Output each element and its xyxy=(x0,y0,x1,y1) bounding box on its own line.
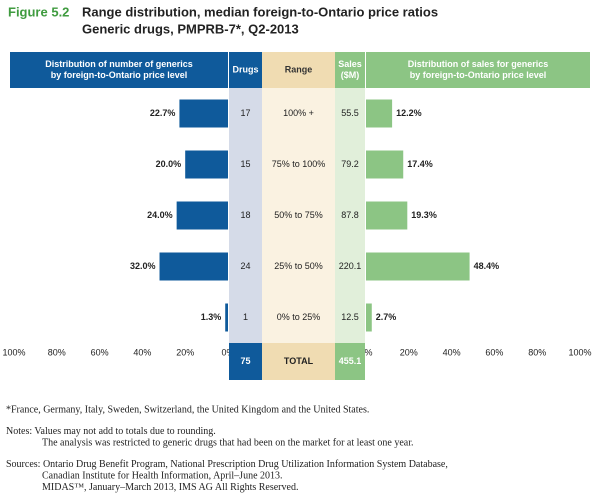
sales-header-bg xyxy=(335,52,365,88)
figure-label: Figure 5.2 xyxy=(8,4,69,19)
sales-cell: 220.1 xyxy=(339,261,362,271)
left-bar xyxy=(159,252,228,281)
right-tick-label: 80% xyxy=(528,347,546,357)
range-cell: 100% + xyxy=(283,108,314,118)
drugs-cell: 17 xyxy=(240,108,250,118)
drugs-total: 75 xyxy=(240,356,250,366)
footnote: Canadian Institute for Health Informatio… xyxy=(42,470,283,481)
sales-total: 455.1 xyxy=(339,356,362,366)
left-tick-label: 0% xyxy=(221,347,234,357)
range-total: TOTAL xyxy=(284,356,314,366)
footnote: The analysis was restricted to generic d… xyxy=(42,437,414,448)
drugs-cell: 1 xyxy=(243,312,248,322)
left-tick-label: 60% xyxy=(91,347,109,357)
footnote: *France, Germany, Italy, Sweden, Switzer… xyxy=(6,404,369,415)
left-value-label: 32.0% xyxy=(130,261,156,271)
right-tick-label: 40% xyxy=(443,347,461,357)
sales-header: ($M) xyxy=(341,70,360,80)
right-header: by foreign-to-Ontario price level xyxy=(410,70,547,80)
left-value-label: 22.7% xyxy=(150,108,176,118)
range-cell: 25% to 50% xyxy=(274,261,323,271)
left-value-label: 1.3% xyxy=(201,312,222,322)
right-value-label: 17.4% xyxy=(407,159,433,169)
drugs-column xyxy=(229,88,262,343)
right-value-label: 19.3% xyxy=(411,210,437,220)
footnote: MIDAS™, January–March 2013, IMS AG All R… xyxy=(42,482,298,493)
left-tick-label: 40% xyxy=(133,347,151,357)
sales-column xyxy=(335,88,365,343)
drugs-header: Drugs xyxy=(232,64,258,74)
range-column xyxy=(262,88,335,343)
left-bar xyxy=(225,303,228,332)
sales-total-bg xyxy=(335,343,365,380)
drugs-cell: 18 xyxy=(240,210,250,220)
left-tick-label: 20% xyxy=(176,347,194,357)
right-tick-label: 20% xyxy=(400,347,418,357)
footnote: Notes: Values may not add to totals due … xyxy=(6,426,216,437)
left-header: Distribution of number of generics xyxy=(45,59,193,69)
drugs-cell: 24 xyxy=(240,261,250,271)
right-tick-label: 100% xyxy=(568,347,591,357)
right-value-label: 48.4% xyxy=(474,261,500,271)
left-header: by foreign-to-Ontario price level xyxy=(51,70,188,80)
right-bar xyxy=(366,99,393,128)
range-header: Range xyxy=(285,64,313,74)
sales-cell: 12.5 xyxy=(341,312,359,322)
range-cell: 75% to 100% xyxy=(272,159,326,169)
left-tick-label: 80% xyxy=(48,347,66,357)
range-cell: 50% to 75% xyxy=(274,210,323,220)
left-bar xyxy=(185,150,228,179)
right-bar xyxy=(366,201,408,230)
range-header-bg xyxy=(262,52,335,88)
right-bar xyxy=(366,150,404,179)
right-bar xyxy=(366,252,470,281)
right-bar xyxy=(366,303,372,332)
right-tick-label: 0% xyxy=(359,347,372,357)
sales-cell: 87.8 xyxy=(341,210,359,220)
right-header-bg xyxy=(366,52,590,88)
right-tick-label: 60% xyxy=(485,347,503,357)
left-tick-label: 100% xyxy=(2,347,25,357)
sales-cell: 55.5 xyxy=(341,108,359,118)
drugs-header-bg xyxy=(229,52,262,88)
footnote: Sources: Ontario Drug Benefit Program, N… xyxy=(6,459,448,470)
right-value-label: 2.7% xyxy=(376,312,397,322)
left-value-label: 24.0% xyxy=(147,210,173,220)
drugs-total-bg xyxy=(229,343,262,380)
left-header-bg xyxy=(10,52,228,88)
drugs-cell: 15 xyxy=(240,159,250,169)
right-value-label: 12.2% xyxy=(396,108,422,118)
right-header: Distribution of sales for generics xyxy=(408,59,549,69)
range-cell: 0% to 25% xyxy=(277,312,321,322)
chart-title: Range distribution, median foreign-to-On… xyxy=(82,4,438,19)
left-bar xyxy=(176,201,228,230)
left-bar xyxy=(179,99,228,128)
sales-header: Sales xyxy=(338,59,362,69)
left-value-label: 20.0% xyxy=(156,159,182,169)
chart-subtitle: Generic drugs, PMPRB-7*, Q2-2013 xyxy=(82,21,299,36)
sales-cell: 79.2 xyxy=(341,159,359,169)
range-total-bg xyxy=(262,343,335,380)
